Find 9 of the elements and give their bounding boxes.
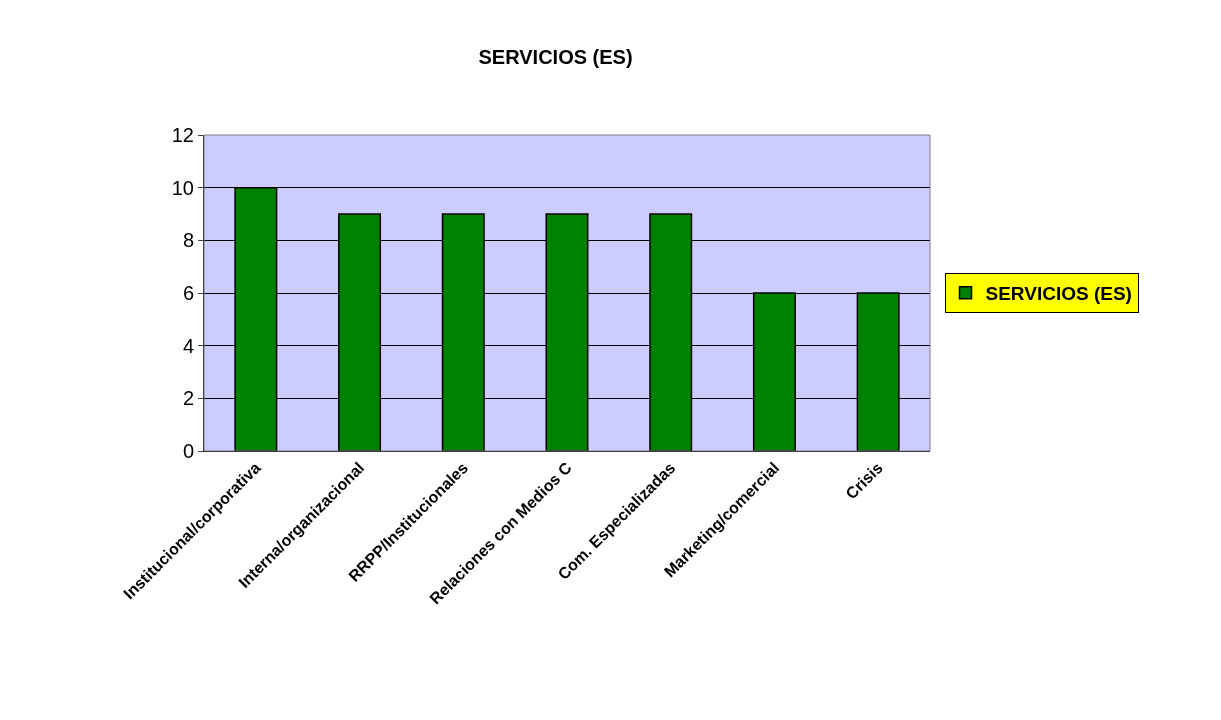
y-tick-label: 6	[182, 282, 194, 304]
y-tick-label: 4	[182, 334, 194, 357]
y-tick-label: 2	[182, 387, 194, 410]
y-tick-label: 10	[171, 176, 194, 199]
y-tick-label: 0	[182, 440, 194, 462]
legend-label: SERVICIOS (ES)	[985, 283, 1132, 305]
y-tick-label: 8	[182, 229, 194, 252]
y-tick-label: 12	[171, 124, 194, 146]
chart-title: SERVICIOS (ES)	[478, 46, 633, 69]
